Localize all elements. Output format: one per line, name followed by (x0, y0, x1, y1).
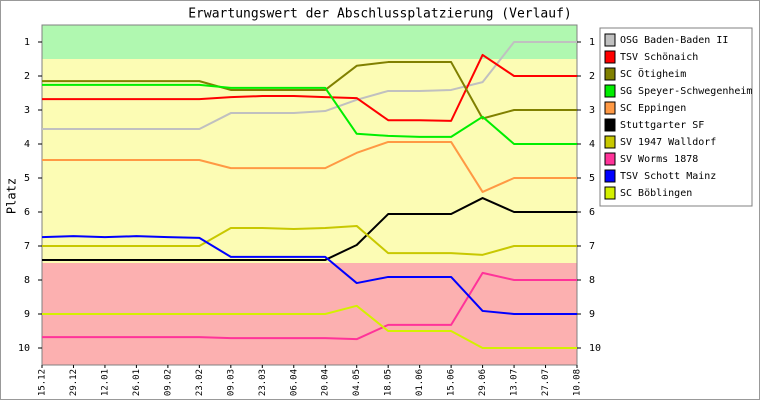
legend-label: TSV Schott Mainz (620, 171, 716, 182)
x-tick-label: 04.05 (352, 369, 362, 396)
legend-label: OSG Baden-Baden II (620, 35, 728, 46)
plot-border (41, 24, 578, 366)
x-tick-label: 09.02 (163, 369, 173, 396)
legend-box (599, 27, 753, 207)
legend-swatch (604, 118, 616, 132)
x-tick-label: 06.04 (289, 369, 299, 396)
x-tick-label: 20.04 (321, 369, 331, 396)
y-tick-label-right: 3 (589, 105, 595, 116)
y-tick-label: 6 (24, 207, 30, 218)
x-tick-label: 01.06 (415, 369, 425, 396)
legend-swatch (604, 152, 616, 166)
y-tick-label: 5 (24, 173, 30, 184)
y-tick-label: 3 (24, 105, 30, 116)
x-tick-label: 13.07 (510, 369, 520, 396)
series-line (42, 83, 577, 145)
legend-swatch (604, 67, 616, 81)
y-tick-label: 10 (18, 343, 30, 354)
series-line (42, 41, 577, 131)
x-tick-label: 15.12 (38, 369, 48, 396)
y-tick-label-right: 4 (589, 139, 595, 150)
x-tick-label: 12.01 (100, 369, 110, 396)
band (42, 25, 577, 59)
x-tick-label: 26.01 (132, 369, 142, 396)
x-tick-label: 29.12 (69, 369, 79, 396)
y-tick-label-right: 8 (589, 275, 595, 286)
x-tick-label: 15.06 (447, 369, 457, 396)
legend-label: SC Eppingen (620, 103, 686, 114)
legend-swatch (604, 169, 616, 183)
legend-label: Stuttgarter SF (620, 120, 704, 131)
x-tick-label: 18.05 (384, 369, 394, 396)
x-tick-label: 09.03 (226, 369, 236, 396)
legend-swatch (604, 135, 616, 149)
series-line (42, 61, 577, 120)
legend-label: SG Speyer-Schwegenheim (620, 86, 752, 97)
series-line (42, 271, 577, 341)
y-tick-label: 1 (24, 37, 30, 48)
y-tick-label-right: 1 (589, 37, 595, 48)
legend-label: SC Ötigheim (620, 67, 686, 80)
series-line (42, 304, 577, 349)
x-tick-label: 23.03 (258, 369, 268, 396)
series-line (42, 197, 577, 261)
y-tick-label: 7 (24, 241, 30, 252)
y-tick-label: 8 (24, 275, 30, 286)
x-tick-label: 27.07 (541, 369, 551, 396)
x-tick-label: 23.02 (195, 369, 205, 396)
y-tick-label-right: 2 (589, 71, 595, 82)
legend-label: SC Böblingen (620, 188, 692, 199)
legend-swatch (604, 101, 616, 115)
legend-label: TSV Schönaich (620, 52, 698, 63)
y-tick-label-right: 10 (589, 343, 601, 354)
y-tick-label-right: 5 (589, 173, 595, 184)
y-tick-label: 4 (24, 139, 30, 150)
legend-label: SV 1947 Walldorf (620, 137, 716, 148)
legend-swatch (604, 84, 616, 98)
legend-swatch (604, 186, 616, 200)
legend-swatch (604, 33, 616, 47)
y-tick-label-right: 7 (589, 241, 595, 252)
y-tick-label-right: 9 (589, 309, 595, 320)
series-line (42, 224, 577, 256)
x-tick-label: 10.08 (573, 369, 583, 396)
series-line (42, 140, 577, 193)
y-tick-label: 9 (24, 309, 30, 320)
legend-swatch (604, 50, 616, 64)
y-tick-label-right: 6 (589, 207, 595, 218)
series-line (41, 235, 577, 315)
chart-title: Erwartungswert der Abschlussplatzierung … (188, 7, 572, 22)
y-tick-label: 2 (24, 71, 30, 82)
y-axis-label: Platz (5, 178, 19, 214)
series-line (42, 53, 577, 122)
x-tick-label: 29.06 (478, 369, 488, 396)
legend-label: SV Worms 1878 (620, 154, 698, 165)
